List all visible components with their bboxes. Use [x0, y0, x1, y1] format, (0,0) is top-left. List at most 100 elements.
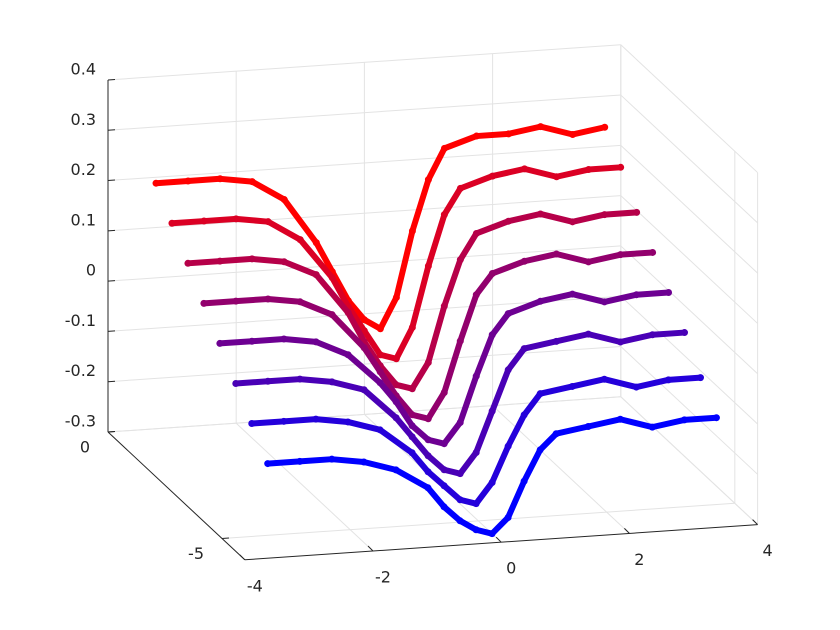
data-point [360, 316, 368, 324]
data-point [216, 257, 224, 265]
data-point [537, 123, 545, 131]
data-point [664, 376, 672, 384]
data-point [312, 271, 320, 279]
data-point [472, 500, 480, 508]
data-point [504, 217, 512, 225]
data-point [569, 130, 577, 138]
data-point [504, 442, 512, 450]
z-tick [107, 179, 116, 182]
z-tick [107, 129, 116, 131]
data-point [600, 298, 608, 306]
data-point [456, 470, 464, 478]
data-point [553, 173, 561, 181]
x-tick-label: -2 [375, 568, 391, 587]
data-point [424, 262, 432, 270]
data-point [488, 331, 496, 339]
data-point [312, 415, 320, 423]
data-point [488, 172, 496, 180]
data-point [440, 211, 448, 219]
data-point [712, 414, 720, 422]
z-tick-label: -0.1 [65, 311, 96, 330]
data-point [296, 236, 304, 244]
x-tick-label: 4 [763, 541, 773, 560]
z-tick-label: 0.2 [71, 160, 96, 179]
data-point [552, 337, 560, 345]
z-tick [107, 380, 116, 383]
data-point [280, 417, 288, 425]
data-point [264, 460, 272, 468]
data-point [360, 344, 368, 352]
data-point [376, 368, 384, 376]
data-layer [152, 123, 720, 538]
data-point [536, 210, 544, 218]
data-point [424, 468, 432, 476]
data-point [616, 338, 624, 346]
data-point [424, 484, 432, 492]
data-point [392, 398, 400, 406]
z-tick-label: 0.4 [71, 59, 96, 78]
data-point [568, 382, 576, 390]
grid-line [620, 195, 758, 324]
z-tick-label: -0.3 [65, 412, 96, 431]
data-point [536, 297, 544, 305]
y-axis [107, 431, 246, 561]
data-point [488, 530, 496, 538]
data-point [456, 496, 464, 504]
grid-line [620, 44, 758, 173]
trace-line [153, 123, 608, 332]
data-point [456, 418, 464, 426]
data-point [424, 358, 432, 366]
data-point [232, 297, 240, 305]
data-point [392, 381, 400, 389]
grid-line [620, 245, 758, 375]
data-point [264, 377, 272, 385]
data-point [632, 383, 640, 391]
data-point [344, 418, 352, 426]
data-point [216, 175, 224, 183]
data-point [408, 422, 416, 430]
data-point [424, 436, 432, 444]
data-point [296, 375, 304, 383]
data-point [649, 248, 657, 256]
x-tick-label: 2 [634, 550, 644, 569]
grid-line [107, 44, 621, 81]
data-point [504, 366, 512, 374]
data-point [408, 411, 416, 419]
data-point [456, 256, 464, 264]
data-point [488, 407, 496, 415]
data-point [568, 290, 576, 298]
data-point [232, 215, 240, 223]
data-point [408, 323, 416, 331]
data-point [520, 345, 528, 353]
data-point [392, 355, 400, 363]
data-point [152, 179, 160, 187]
data-point [296, 298, 304, 306]
data-point [601, 211, 609, 219]
data-point [376, 325, 384, 333]
data-point [408, 385, 416, 393]
data-point [280, 258, 288, 266]
data-point [280, 335, 288, 343]
y-tick [107, 431, 116, 433]
z-tick-label: 0.3 [71, 110, 96, 129]
y-tick [221, 537, 230, 539]
data-point [200, 299, 208, 307]
data-point [456, 184, 464, 192]
data-point [536, 446, 544, 454]
data-point [328, 311, 336, 319]
data-point [392, 414, 400, 422]
x-tick-label: 0 [506, 559, 516, 578]
data-point [584, 330, 592, 338]
x-tick [367, 545, 374, 552]
data-point [648, 423, 656, 431]
grid-line [620, 144, 758, 274]
data-point [216, 339, 224, 347]
data-point [585, 166, 593, 174]
data-point [680, 416, 688, 424]
data-point [168, 219, 176, 227]
data-point [440, 503, 448, 511]
data-point [184, 177, 192, 185]
data-point [505, 130, 513, 138]
data-point [440, 302, 448, 310]
x-tick-label: -4 [247, 576, 263, 595]
